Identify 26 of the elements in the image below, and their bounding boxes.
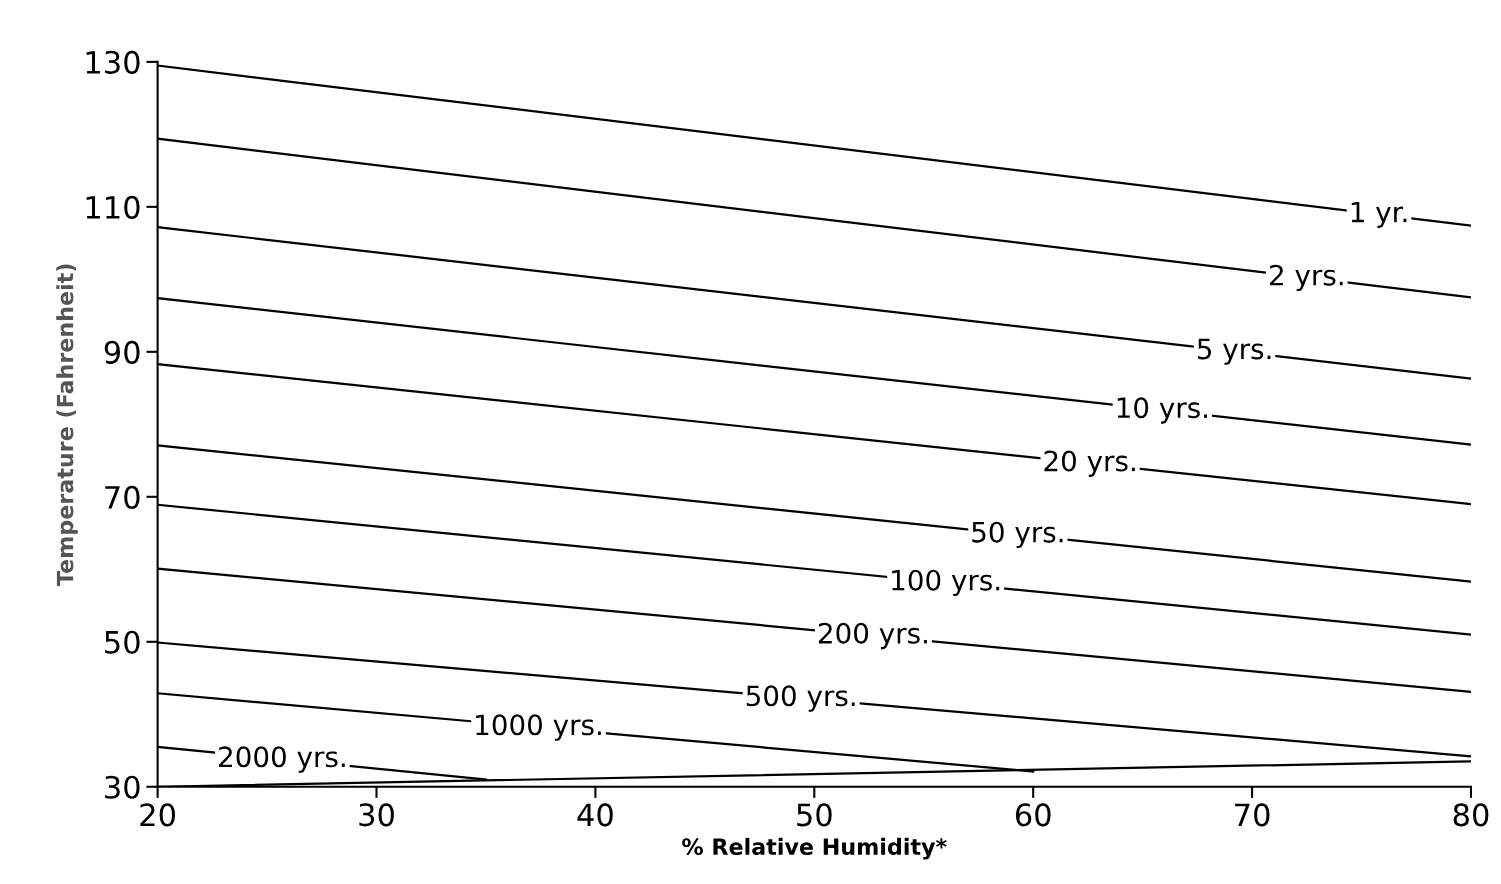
series-label: 10 yrs. [1117, 397, 1208, 424]
series-label: 50 yrs. [972, 521, 1063, 549]
series-label: 500 yrs. [746, 685, 855, 712]
y-tick-label: 50 [105, 630, 140, 654]
x-tick-label: 50 [797, 803, 832, 827]
series-label: 200 yrs. [818, 622, 927, 650]
series-label: 20 yrs. [1044, 450, 1135, 477]
y-tick-label: 130 [86, 50, 140, 74]
y-tick-label: 70 [105, 485, 140, 509]
y-tick-label: 90 [104, 340, 140, 364]
x-tick-label: 40 [577, 803, 613, 827]
x-tick-label: 30 [359, 803, 394, 827]
series-label: 2 yrs. [1270, 264, 1343, 292]
y-tick-label: 30 [105, 775, 140, 799]
series-label: 1000 yrs. [476, 714, 601, 741]
x-tick-label: 70 [1235, 803, 1270, 827]
x-axis-title: % Relative Humidity* [682, 837, 947, 860]
x-tick-label: 60 [1015, 803, 1051, 827]
x-tick-label: 80 [1453, 803, 1489, 827]
series-label: 100 yrs. [892, 569, 1000, 597]
y-tick-label: 110 [86, 195, 140, 219]
x-tick-label: 20 [140, 803, 176, 827]
series-label: 1 yr. [1351, 201, 1407, 228]
series-label: 2000 yrs. [219, 746, 345, 773]
series-label: 5 yrs. [1197, 338, 1271, 365]
y-axis-title: Temperature (Fahrenheit) [56, 264, 78, 586]
